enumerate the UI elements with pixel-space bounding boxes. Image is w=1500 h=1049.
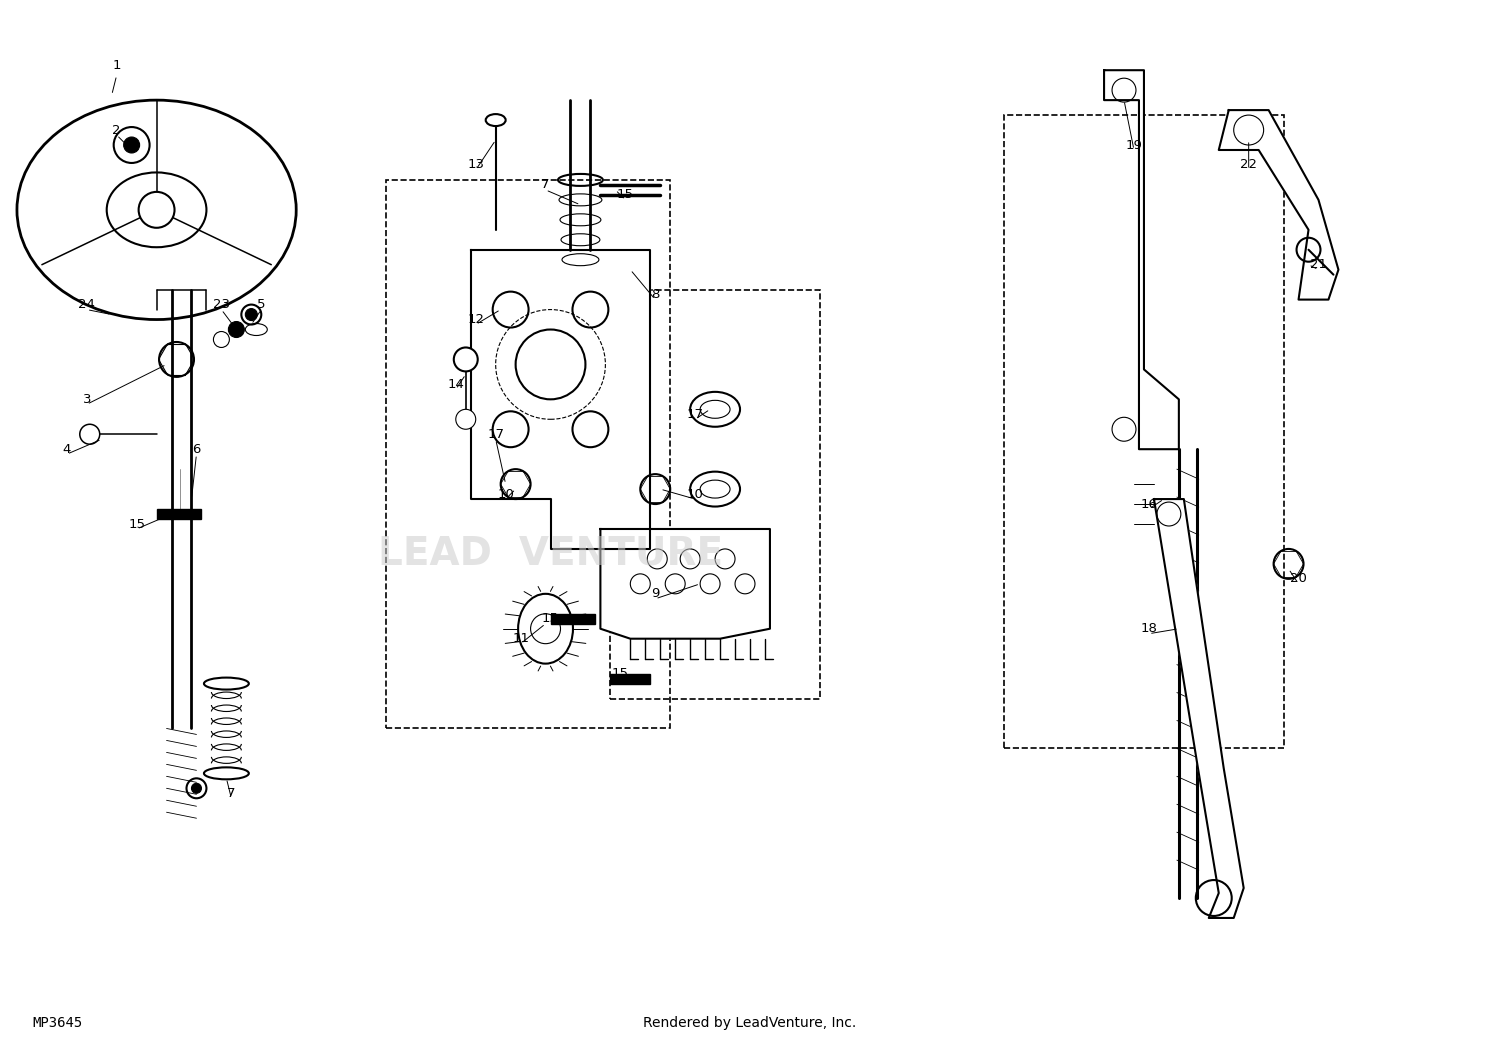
Circle shape bbox=[456, 409, 476, 429]
Circle shape bbox=[192, 784, 201, 793]
Circle shape bbox=[138, 192, 174, 228]
Text: 17: 17 bbox=[687, 408, 703, 421]
Text: 9: 9 bbox=[651, 587, 660, 600]
Text: 16: 16 bbox=[1140, 497, 1158, 511]
Text: 10: 10 bbox=[687, 488, 703, 500]
Bar bbox=[610, 290, 821, 699]
Polygon shape bbox=[471, 250, 651, 549]
Text: 24: 24 bbox=[78, 298, 94, 312]
Text: 15: 15 bbox=[612, 667, 628, 680]
Text: 15: 15 bbox=[542, 613, 560, 625]
Polygon shape bbox=[1220, 110, 1338, 300]
Text: 15: 15 bbox=[128, 517, 146, 531]
Text: 5: 5 bbox=[256, 298, 265, 312]
Polygon shape bbox=[156, 509, 201, 519]
Text: 23: 23 bbox=[213, 298, 230, 312]
Text: 17: 17 bbox=[488, 428, 504, 441]
Polygon shape bbox=[1154, 499, 1244, 918]
Polygon shape bbox=[1104, 70, 1179, 449]
Text: 2: 2 bbox=[112, 124, 122, 136]
Text: 8: 8 bbox=[651, 288, 660, 301]
Circle shape bbox=[228, 322, 244, 338]
Text: 7: 7 bbox=[226, 787, 236, 799]
Text: 7: 7 bbox=[542, 178, 550, 191]
Text: 6: 6 bbox=[192, 443, 201, 455]
Polygon shape bbox=[550, 614, 596, 624]
Text: 10: 10 bbox=[496, 488, 514, 500]
Text: 22: 22 bbox=[1240, 158, 1257, 171]
Text: MP3645: MP3645 bbox=[32, 1015, 83, 1030]
Text: 18: 18 bbox=[1140, 622, 1158, 636]
Polygon shape bbox=[600, 529, 770, 639]
Bar bbox=[1005, 115, 1284, 748]
Text: 1: 1 bbox=[112, 59, 122, 71]
Circle shape bbox=[246, 308, 258, 321]
Text: 20: 20 bbox=[1290, 573, 1306, 585]
Circle shape bbox=[123, 137, 140, 153]
Text: 4: 4 bbox=[63, 443, 70, 455]
Text: 15: 15 bbox=[616, 189, 634, 201]
Text: 13: 13 bbox=[466, 158, 484, 171]
Circle shape bbox=[80, 424, 99, 444]
Polygon shape bbox=[610, 673, 651, 684]
Text: 14: 14 bbox=[447, 378, 464, 391]
Text: 3: 3 bbox=[82, 392, 92, 406]
Circle shape bbox=[454, 347, 477, 371]
Text: 11: 11 bbox=[512, 633, 530, 645]
Text: 12: 12 bbox=[466, 313, 484, 326]
Text: 19: 19 bbox=[1125, 138, 1143, 151]
Text: Rendered by LeadVenture, Inc.: Rendered by LeadVenture, Inc. bbox=[644, 1015, 856, 1030]
Ellipse shape bbox=[486, 114, 506, 126]
Bar bbox=[386, 180, 670, 728]
Text: LEAD  VENTURE: LEAD VENTURE bbox=[378, 535, 723, 573]
Text: 21: 21 bbox=[1310, 258, 1328, 272]
